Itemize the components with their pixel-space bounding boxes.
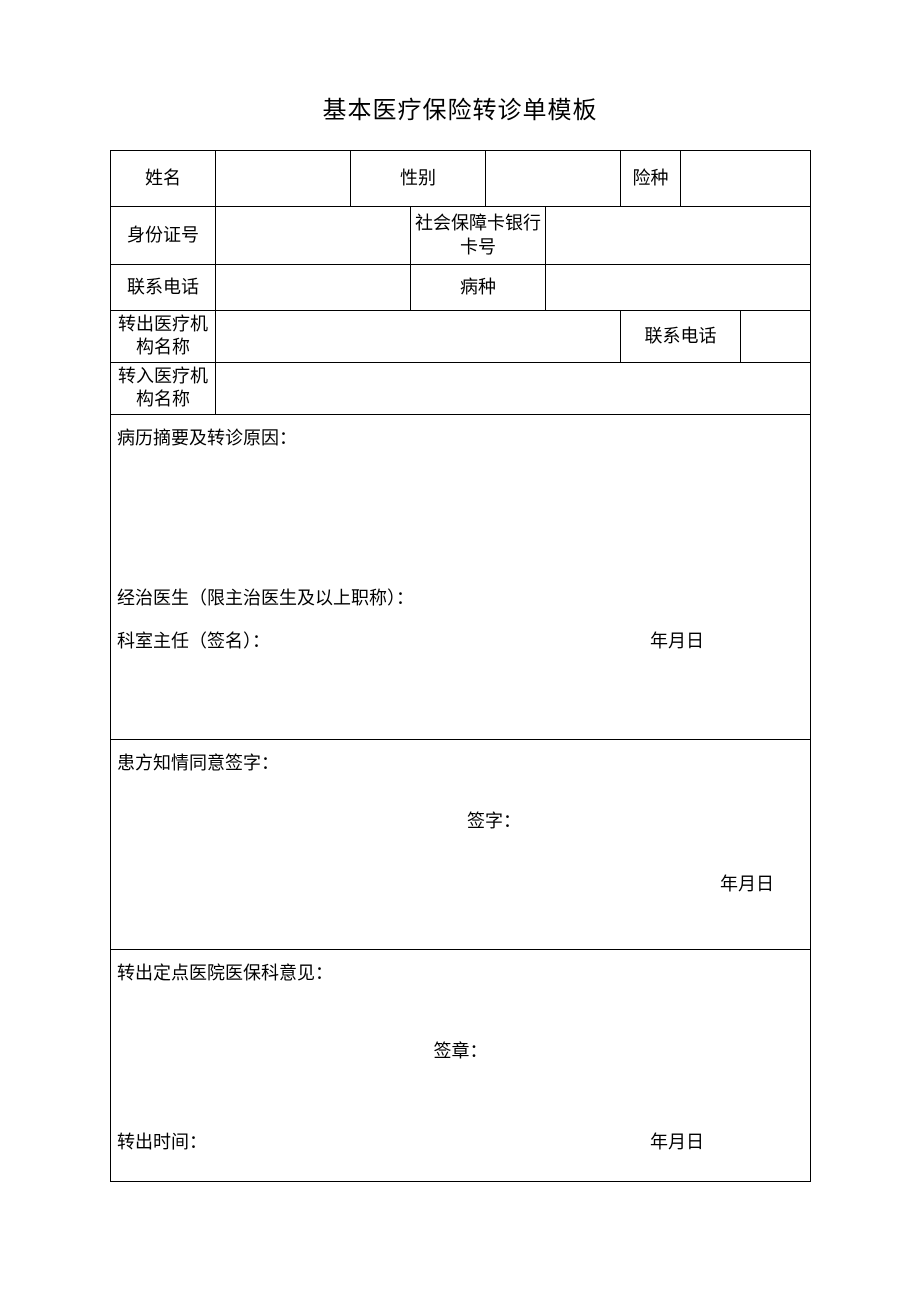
- patient-date-label: 年月日: [117, 869, 804, 900]
- referral-form-table: 姓名 性别 险种 身份证号 社会保障卡银行卡号 联系电话 病种 转出医疗机构名称…: [110, 150, 811, 1182]
- medical-summary-title: 病历摘要及转诊原因：: [117, 423, 804, 454]
- patient-sign-label: 签字：: [117, 806, 804, 837]
- id-number-value[interactable]: [216, 207, 411, 265]
- stamp-label: 签章：: [117, 1036, 804, 1067]
- transfer-time-label: 转出时间：: [117, 1127, 207, 1158]
- social-card-label: 社会保障卡银行卡号: [411, 207, 546, 265]
- insurance-type-value[interactable]: [681, 151, 811, 207]
- phone-label: 联系电话: [111, 265, 216, 311]
- disease-label: 病种: [411, 265, 546, 311]
- gender-label: 性别: [351, 151, 486, 207]
- dept-head-date-label: 年月日: [650, 626, 804, 657]
- gender-value[interactable]: [486, 151, 621, 207]
- transfer-out-org-value[interactable]: [216, 311, 621, 363]
- attending-doctor-label: 经治医生（限主治医生及以上职称）：: [117, 583, 804, 614]
- social-card-value[interactable]: [546, 207, 811, 265]
- transfer-out-org-label: 转出医疗机构名称: [111, 311, 216, 363]
- contact-phone-label: 联系电话: [621, 311, 741, 363]
- dept-head-sign-label: 科室主任（签名）：: [117, 626, 270, 657]
- name-value[interactable]: [216, 151, 351, 207]
- id-number-label: 身份证号: [111, 207, 216, 265]
- medical-summary-cell[interactable]: 病历摘要及转诊原因： 经治医生（限主治医生及以上职称）： 科室主任（签名）： 年…: [111, 414, 811, 739]
- patient-consent-cell[interactable]: 患方知情同意签字： 签字： 年月日: [111, 739, 811, 949]
- hospital-opinion-title: 转出定点医院医保科意见：: [117, 958, 804, 989]
- transfer-in-org-value[interactable]: [216, 362, 811, 414]
- transfer-in-org-label: 转入医疗机构名称: [111, 362, 216, 414]
- phone-value[interactable]: [216, 265, 411, 311]
- patient-consent-title: 患方知情同意签字：: [117, 748, 804, 779]
- disease-value[interactable]: [546, 265, 811, 311]
- contact-phone-value[interactable]: [741, 311, 811, 363]
- name-label: 姓名: [111, 151, 216, 207]
- hospital-opinion-cell[interactable]: 转出定点医院医保科意见： 签章： 转出时间： 年月日: [111, 949, 811, 1181]
- transfer-date-label: 年月日: [650, 1127, 804, 1158]
- document-title: 基本医疗保险转诊单模板: [110, 90, 810, 125]
- insurance-type-label: 险种: [621, 151, 681, 207]
